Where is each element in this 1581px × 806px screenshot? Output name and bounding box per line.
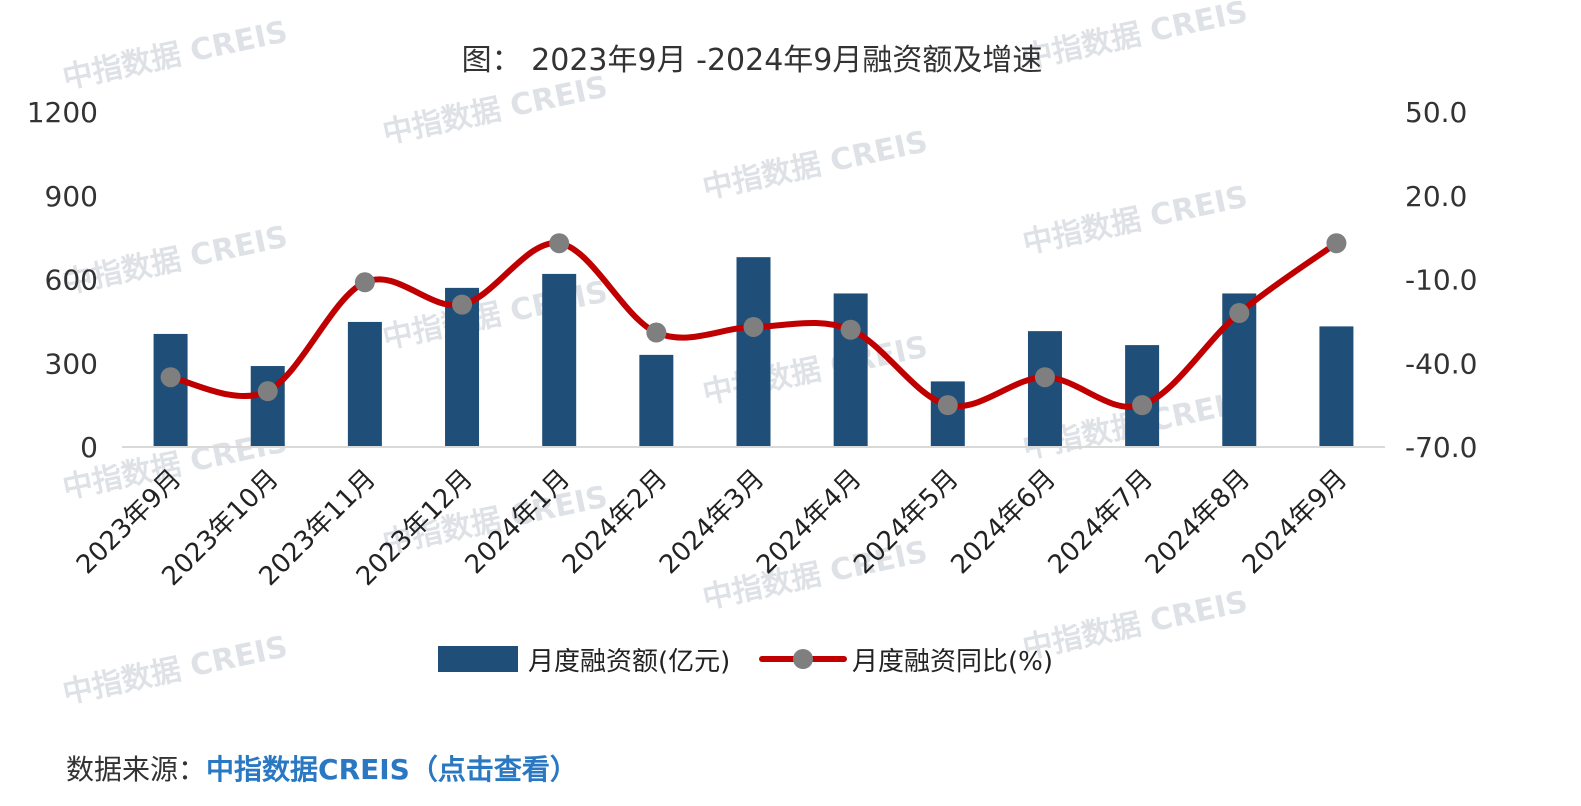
x-tick-label: 2024年5月 xyxy=(848,464,964,580)
x-tick-label: 2024年9月 xyxy=(1237,464,1353,580)
legend-line-marker xyxy=(793,649,813,669)
line-point xyxy=(646,322,667,343)
line-point xyxy=(937,395,958,416)
y-left-tick-label: 0 xyxy=(80,431,98,464)
chart: 图： 2023年9月 -2024年9月融资额及增速 0 300 600 900 1200… xyxy=(27,43,1478,677)
chart-title: 图： 2023年9月 -2024年9月融资额及增速 xyxy=(462,43,1043,78)
bar xyxy=(1027,331,1062,447)
line-point xyxy=(257,381,278,402)
line-point xyxy=(160,367,181,388)
line-series xyxy=(160,233,1347,416)
line-point xyxy=(549,233,570,254)
x-tick-label: 2024年1月 xyxy=(460,464,576,580)
x-tick-label: 2024年4月 xyxy=(751,464,867,580)
bar xyxy=(250,366,285,447)
y-left-tick-label: 900 xyxy=(45,180,98,213)
legend: 月度融资额(亿元) 月度融资同比(%) xyxy=(438,646,1053,677)
x-tick-label: 2024年8月 xyxy=(1140,464,1256,580)
line-point xyxy=(1229,303,1250,323)
bar xyxy=(542,273,577,447)
y-right-tick-label: 20.0 xyxy=(1405,180,1467,213)
line-point xyxy=(452,294,473,315)
x-tick-labels: 2023年9月2023年10月2023年11月2023年12月2024年1月20… xyxy=(71,464,1353,592)
y-right-tick-label: -70.0 xyxy=(1405,431,1477,464)
y-right-tick-label: 50.0 xyxy=(1405,96,1467,129)
bar xyxy=(153,333,188,447)
y-left-tick-label: 1200 xyxy=(27,96,98,129)
bar xyxy=(639,354,674,447)
bar xyxy=(347,321,382,447)
source-label: 数据来源： xyxy=(66,753,207,786)
bar xyxy=(833,293,868,447)
line-point xyxy=(354,272,375,293)
line-point xyxy=(840,319,861,340)
bar xyxy=(736,257,771,447)
line-point xyxy=(1132,395,1153,416)
y-right-tick-label: -10.0 xyxy=(1405,264,1477,297)
y-right-tick-label: -40.0 xyxy=(1405,347,1477,380)
y-right-ticks: -70.0 -40.0 -10.0 20.0 50.0 xyxy=(1405,96,1477,464)
bar xyxy=(1319,326,1354,447)
line-point xyxy=(1326,233,1347,254)
x-tick-label: 2024年3月 xyxy=(654,464,770,580)
legend-bar-swatch xyxy=(438,646,518,672)
y-left-tick-label: 300 xyxy=(45,347,98,380)
x-tick-label: 2024年6月 xyxy=(945,464,1061,580)
bar-series xyxy=(153,257,1354,447)
source-note: 数据来源：中指数据CREIS（点击查看） xyxy=(66,748,578,788)
legend-line-label: 月度融资同比(%) xyxy=(852,647,1053,677)
line-point xyxy=(1034,367,1055,388)
y-left-tick-label: 600 xyxy=(45,264,98,297)
y-left-ticks: 0 300 600 900 1200 xyxy=(27,96,98,464)
legend-bar-label: 月度融资额(亿元) xyxy=(528,647,730,677)
x-tick-label: 2024年7月 xyxy=(1043,464,1159,580)
source-link[interactable]: 中指数据CREIS（点击查看） xyxy=(206,753,578,786)
x-tick-label: 2024年2月 xyxy=(557,464,673,580)
line-point xyxy=(743,316,764,337)
